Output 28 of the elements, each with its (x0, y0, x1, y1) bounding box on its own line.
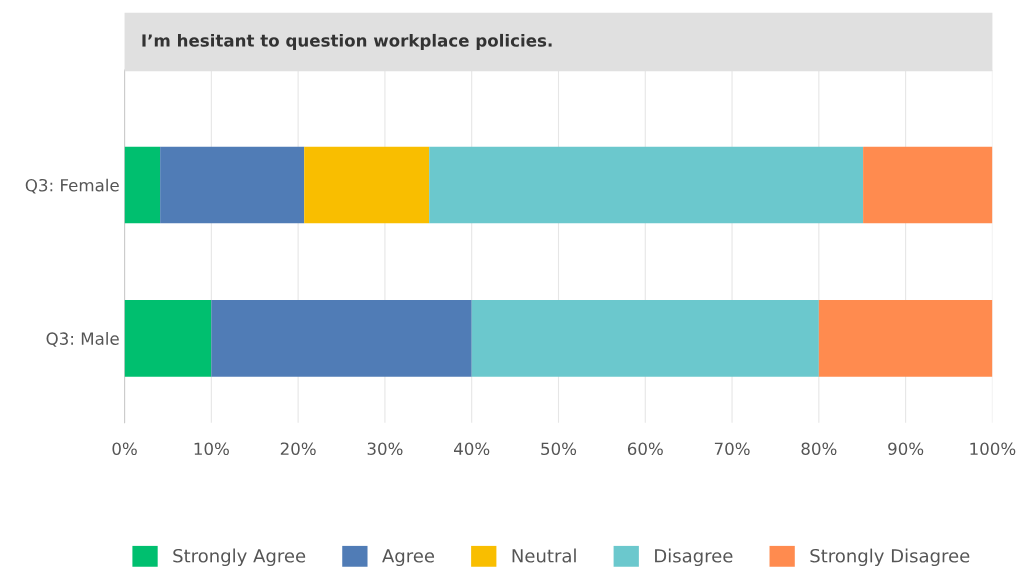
x-tick-label: 50% (541, 442, 577, 456)
bar (124, 299, 212, 377)
legend-label: Neutral (512, 548, 576, 563)
legend-label: Strongly Disagree (810, 548, 970, 567)
bar (818, 299, 993, 377)
x-tick-label: 100% (970, 442, 1016, 456)
x-tick-label: 10% (194, 442, 229, 456)
bar (471, 299, 819, 377)
legend-label: Disagree (655, 548, 733, 567)
legend-label: Strongly Agree (173, 548, 306, 567)
bar (429, 146, 864, 224)
x-tick-label: 60% (627, 442, 663, 456)
bar (304, 146, 430, 224)
x-tick-label: 40% (453, 442, 490, 456)
y-tick-label: Q3: Female (25, 178, 119, 194)
x-tick-label: 0% (112, 442, 137, 456)
legend-label: Agree (382, 549, 435, 567)
bar (211, 299, 472, 377)
x-tick-label: 20% (280, 442, 316, 456)
x-tick-label: 80% (801, 442, 837, 456)
x-tick-label: 70% (714, 442, 750, 456)
chart-title: I’m hesitant to question workplace policies. (142, 33, 552, 51)
x-tick-label: 30% (367, 442, 403, 456)
bar (160, 146, 305, 224)
y-tick-label: Q3: Male (46, 332, 119, 347)
bar (124, 146, 161, 224)
bar (863, 146, 993, 224)
x-tick-label: 90% (888, 442, 924, 456)
